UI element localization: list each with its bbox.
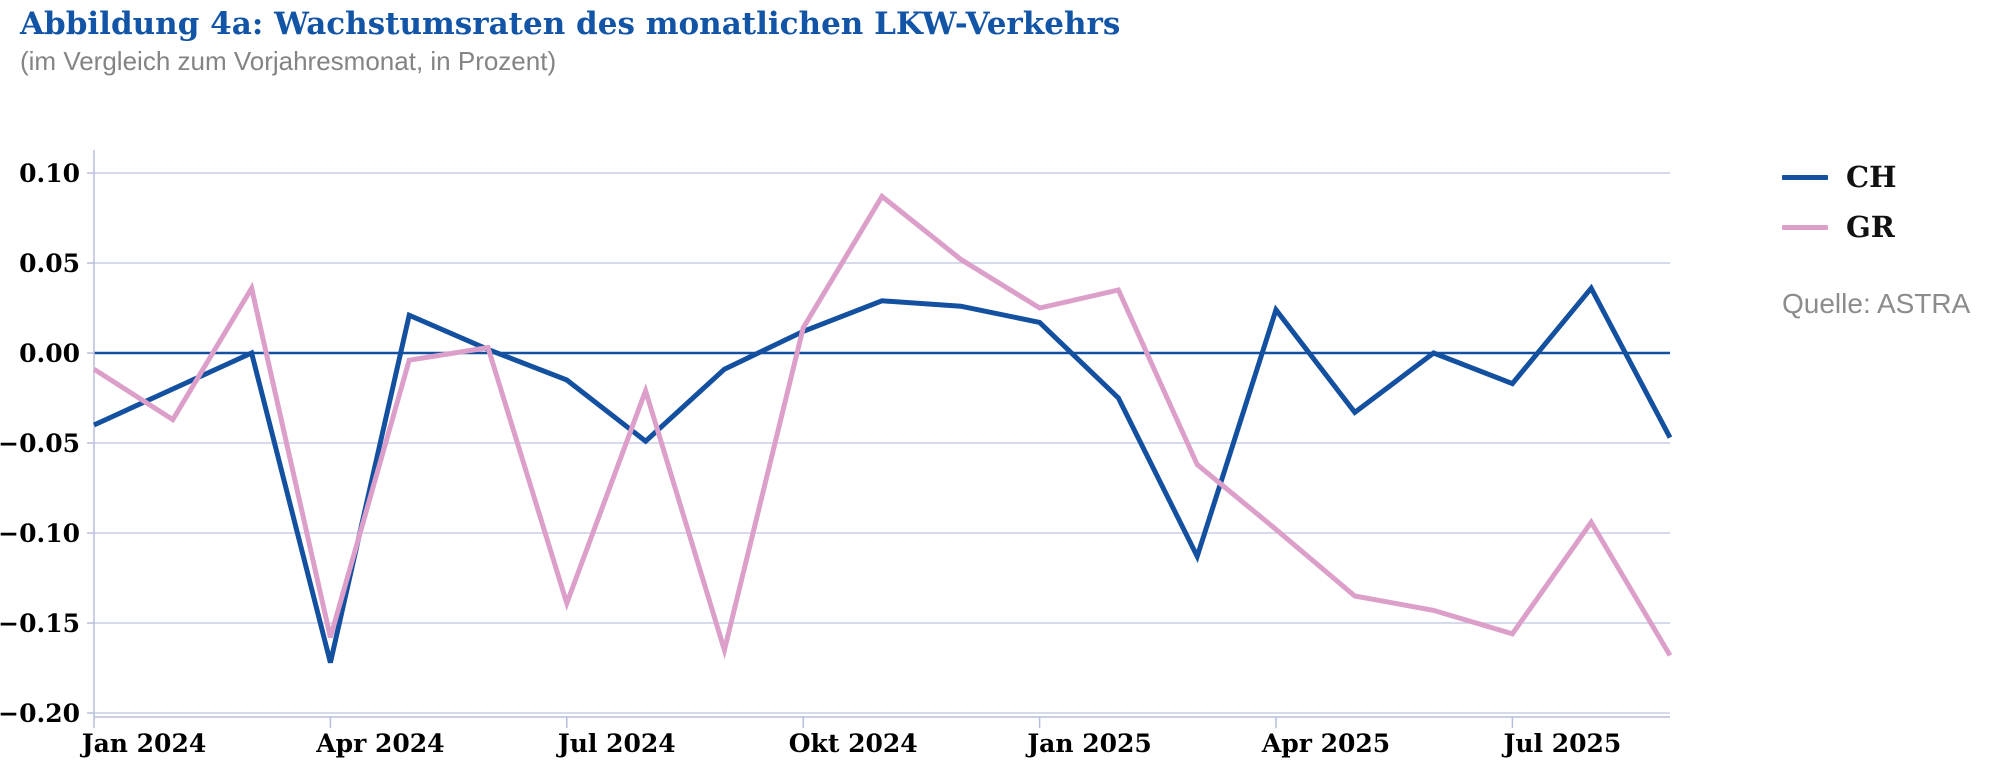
chart-legend: CH GR bbox=[1782, 160, 1992, 244]
x-tick-label: Apr 2025 bbox=[1261, 729, 1390, 758]
x-tick-label: Okt 2024 bbox=[789, 729, 918, 758]
x-tick-label: Apr 2024 bbox=[315, 729, 444, 758]
chart-subtitle: (im Vergleich zum Vorjahresmonat, in Pro… bbox=[20, 46, 557, 76]
x-tick-label: Jan 2025 bbox=[1025, 729, 1152, 758]
y-tick-label: 0.05 bbox=[19, 249, 80, 278]
y-tick-label: −0.05 bbox=[0, 429, 80, 458]
series-line-CH bbox=[92, 283, 1673, 664]
legend-label: GR bbox=[1846, 209, 1895, 244]
source-note: Quelle: ASTRA bbox=[1782, 288, 1971, 319]
x-tick-label: Jul 2024 bbox=[556, 729, 676, 758]
y-tick-label: 0.00 bbox=[19, 339, 80, 368]
legend-item-ch: CH bbox=[1782, 160, 1992, 194]
y-tick-label: −0.20 bbox=[0, 699, 80, 728]
y-tick-label: −0.15 bbox=[0, 609, 80, 638]
legend-label: CH bbox=[1846, 159, 1897, 194]
series-line-GR bbox=[92, 192, 1673, 660]
legend-swatch-ch bbox=[1782, 174, 1828, 180]
chart-title: Abbildung 4a: Wachstumsraten des monatli… bbox=[20, 6, 1121, 42]
legend-item-gr: GR bbox=[1782, 210, 1992, 244]
x-tick-label: Jan 2024 bbox=[80, 729, 207, 758]
legend-swatch-gr bbox=[1782, 224, 1828, 230]
y-tick-label: 0.10 bbox=[19, 159, 80, 188]
y-tick-label: −0.10 bbox=[0, 519, 80, 548]
x-tick-label: Jul 2025 bbox=[1502, 729, 1622, 758]
